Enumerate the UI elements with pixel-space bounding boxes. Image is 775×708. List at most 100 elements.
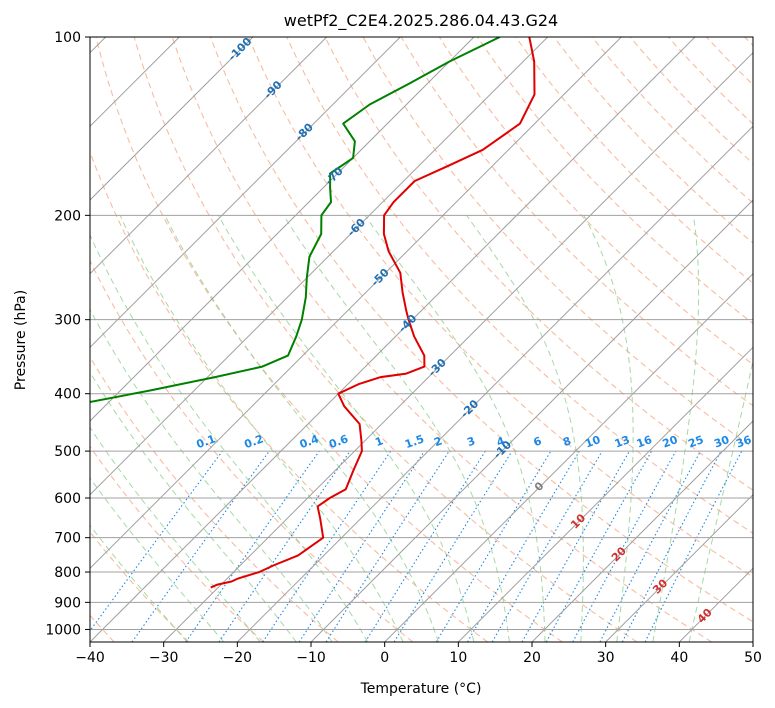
mixing-ratio-label: 0.2 [243, 432, 266, 451]
mixing-ratio-label: 1.5 [403, 432, 426, 451]
y-tick-label: 600 [54, 491, 81, 507]
moist-adiabat [164, 215, 439, 642]
dewpoint-profile [90, 37, 501, 403]
isotherm-line [605, 493, 753, 642]
y-tick-label: 300 [54, 313, 81, 329]
moist-adiabat [90, 308, 333, 642]
dry-adiabat [248, 37, 753, 578]
isotherm-line [163, 51, 753, 642]
isotherm-line [457, 346, 753, 642]
moist-adiabat [283, 215, 510, 642]
x-tick-label: 30 [597, 650, 615, 666]
mixing-ratio-line [572, 450, 677, 642]
y-axis: 100 200 300 400 500 600 700 800 900 1000 [45, 30, 90, 638]
x-tick-label: −40 [75, 650, 105, 666]
moist-adiabat [90, 371, 297, 642]
isotherm-line [90, 37, 549, 496]
dry-adiabat [477, 37, 753, 325]
mixing-ratio-line [185, 450, 320, 642]
y-tick-label: 800 [54, 565, 81, 581]
mixing-ratio-line [435, 450, 552, 642]
mixing-ratio-label: 1 [373, 434, 385, 449]
mixing-ratio-line [90, 450, 223, 632]
mixing-ratio-label: 3 [465, 434, 477, 449]
dry-adiabat [209, 37, 753, 623]
dry-adiabat [90, 259, 414, 642]
mixing-ratio-line [393, 450, 513, 642]
moist-adiabat [119, 215, 404, 642]
mixing-ratio-line [467, 450, 580, 642]
y-tick-label: 400 [54, 387, 81, 403]
x-tick-label: −10 [296, 650, 326, 666]
x-tick-label: 50 [744, 650, 762, 666]
mixing-ratio-label: 13 [613, 433, 632, 450]
isotherm-line [90, 37, 401, 349]
profiles [90, 37, 536, 589]
y-tick-label: 900 [54, 595, 81, 611]
isotherm-line [90, 37, 622, 570]
moist-adiabat [466, 215, 584, 642]
mixing-ratio-line [325, 450, 450, 642]
y-axis-label: Pressure (hPa) [13, 290, 29, 390]
dry-adiabat [591, 37, 753, 204]
mixing-ratio-line [131, 450, 270, 642]
isotherm-line [531, 420, 753, 642]
moist-adiabat [90, 233, 369, 642]
moist-adiabat [652, 215, 700, 642]
dry-adiabat [629, 37, 753, 165]
plot-background [90, 37, 753, 642]
isotherm-line [90, 37, 254, 201]
dry-adiabat [133, 37, 638, 642]
mixing-ratio-label: 30 [712, 433, 731, 451]
isotherm-line [384, 272, 753, 642]
dry-adiabat [400, 37, 753, 407]
chart-title: wetPf2_C2E4.2025.286.04.43.G24 [284, 11, 558, 31]
mixing-ratio-label: 4 [495, 434, 507, 449]
isotherm-line [310, 199, 753, 642]
x-tick-label: 10 [449, 650, 467, 666]
y-tick-label: 500 [54, 444, 81, 460]
moist-adiabat [364, 215, 546, 642]
x-tick-label: −20 [223, 650, 253, 666]
mixing-ratio-line [364, 450, 486, 642]
background-lines [90, 37, 753, 642]
mixing-ratio-label: 0.6 [327, 432, 350, 451]
mixing-ratio-label: 6 [532, 434, 544, 449]
x-axis: −40 −30 −20 −10 0 10 20 30 40 50 [75, 642, 762, 666]
y-tick-label: 700 [54, 531, 81, 547]
mixing-ratio-line [521, 450, 630, 642]
mixing-ratio-label: 10 [583, 433, 602, 451]
x-tick-label: 20 [523, 650, 541, 666]
dry-adiabat [90, 445, 264, 642]
x-axis-label: Temperature (°C) [360, 681, 482, 697]
mixing-ratio-label: 0.1 [195, 432, 218, 451]
isotherm-line [90, 37, 475, 422]
dry-adiabat [171, 37, 712, 642]
x-tick-label: 0 [380, 650, 389, 666]
y-tick-label: 1000 [45, 622, 81, 638]
mixing-ratio-label: 2 [432, 434, 444, 449]
mixing-ratio-line [491, 450, 603, 642]
temperature-profile [210, 37, 536, 589]
moist-adiabat [217, 215, 475, 642]
mixing-ratio-label: 8 [561, 434, 573, 449]
y-tick-label: 200 [54, 208, 81, 224]
isotherm-line [236, 125, 753, 642]
isotherm-line [752, 641, 753, 642]
mixing-ratio-label: 16 [635, 433, 654, 451]
mixing-ratio-label: 36 [734, 433, 753, 451]
dry-adiabat [324, 37, 753, 491]
plot-frame [89, 36, 754, 643]
mixing-ratio-label: 20 [661, 433, 680, 451]
isotherm-line [90, 37, 696, 642]
x-tick-label: −30 [149, 650, 179, 666]
mixing-ratio-line [218, 450, 351, 642]
isotherm-line [90, 37, 328, 275]
moist-adiabat [90, 477, 225, 642]
dry-adiabat [515, 37, 753, 284]
mixing-ratio-label: 0.4 [298, 432, 321, 451]
mixing-ratio-label: 25 [686, 433, 705, 450]
moist-adiabat [90, 426, 261, 642]
y-tick-label: 100 [54, 30, 81, 46]
